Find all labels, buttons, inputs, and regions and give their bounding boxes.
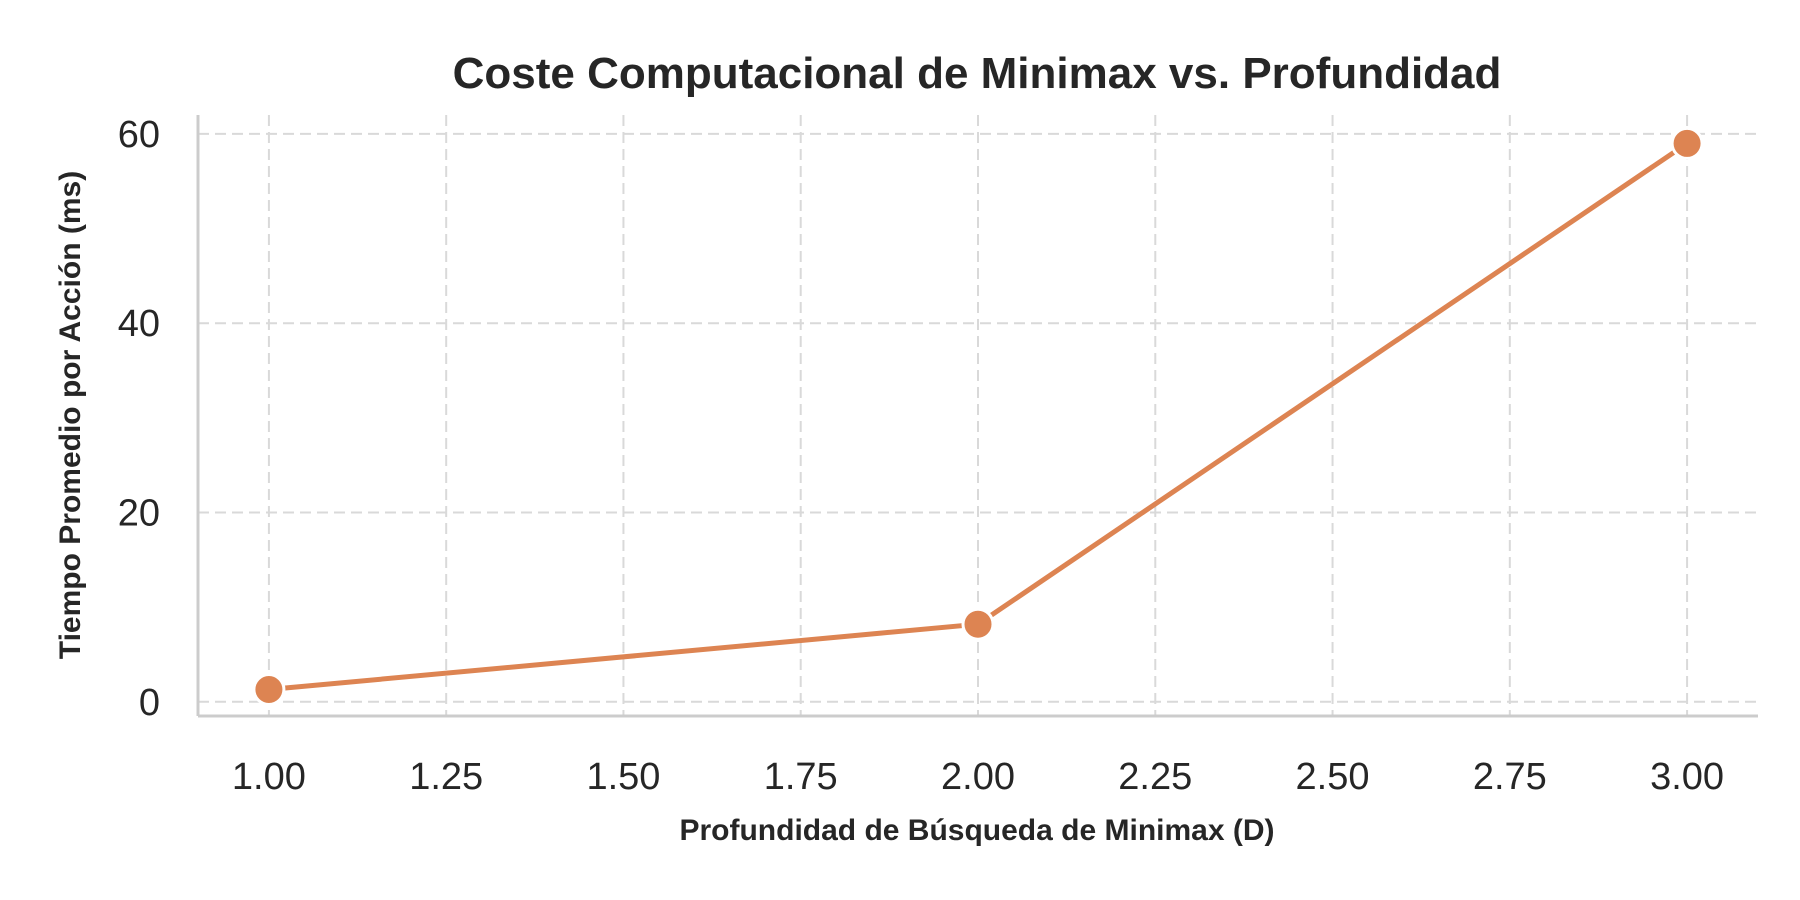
y-tick-label: 40 <box>118 303 160 345</box>
x-tick-label: 2.25 <box>1118 756 1192 798</box>
y-tick-labels: 0 20 40 60 <box>118 114 160 724</box>
x-tick-labels: 1.00 1.25 1.50 1.75 2.00 2.25 2.50 2.75 3.00 <box>232 756 1724 798</box>
x-tick-label: 1.25 <box>409 756 483 798</box>
chart-title: Coste Computacional de Minimax vs. Profu… <box>453 49 1502 98</box>
x-tick-label: 3.00 <box>1650 756 1724 798</box>
y-axis-label: Tiempo Promedio por Acción (ms) <box>54 171 87 659</box>
x-axis-label: Profundidad de Búsqueda de Minimax (D) <box>679 814 1274 847</box>
data-point <box>1670 126 1704 160</box>
x-tick-label: 1.50 <box>586 756 660 798</box>
y-tick-label: 60 <box>118 114 160 156</box>
series-layer <box>252 126 1704 706</box>
data-point <box>961 607 995 641</box>
x-tick-label: 1.75 <box>764 756 838 798</box>
x-tick-label: 2.75 <box>1473 756 1547 798</box>
x-tick-label: 1.00 <box>232 756 306 798</box>
x-tick-label: 2.00 <box>941 756 1015 798</box>
y-tick-label: 20 <box>118 493 160 535</box>
y-gridlines <box>198 132 1758 703</box>
y-tick-label: 0 <box>139 682 160 724</box>
x-tick-label: 2.50 <box>1296 756 1370 798</box>
data-point <box>252 672 286 706</box>
